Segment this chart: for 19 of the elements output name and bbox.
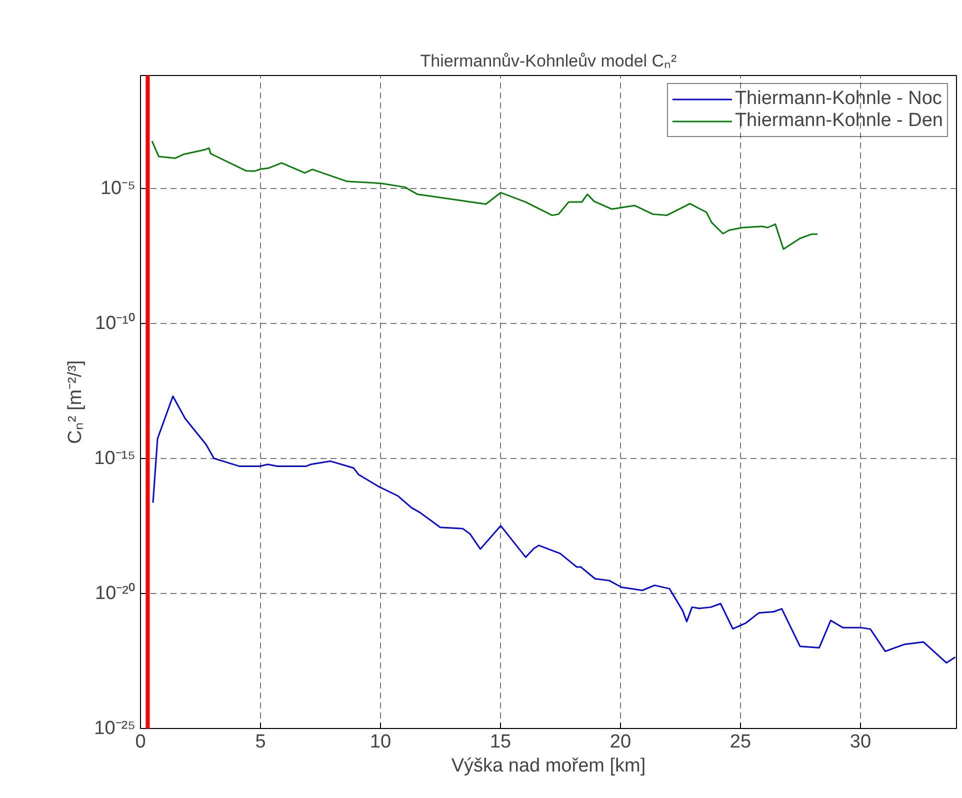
x-tick-label: 0 [135, 732, 146, 752]
line-series [152, 395, 956, 664]
x-axis-title: Výška nad mořem [km] [451, 756, 646, 776]
x-tick-label: 15 [490, 732, 512, 752]
y-axis-title: Cₙ² [m⁻²/³] [65, 360, 86, 444]
chart-title: Thiermannův-Kohnleův model Cₙ² [420, 52, 678, 70]
y-tick-label: 10⁻²⁰ [95, 582, 136, 604]
legend-label: Thiermann-Kohnle - Den [734, 110, 943, 132]
y-tick-label: 10⁻⁵ [100, 178, 136, 199]
y-tick-label: 10⁻¹⁰ [95, 312, 136, 334]
y-tick-label: 10⁻¹⁵ [94, 448, 136, 469]
y-tick-label: 10⁻²⁵ [94, 718, 136, 739]
legend-label: Thiermann-Kohnle - Noc [734, 88, 942, 110]
x-tick-label: 25 [730, 732, 752, 752]
x-tick-label: 10 [370, 732, 392, 752]
x-tick-label: 20 [610, 732, 632, 752]
x-tick-label: 5 [255, 732, 266, 752]
line-series [151, 140, 818, 250]
x-tick-label: 30 [850, 732, 872, 752]
